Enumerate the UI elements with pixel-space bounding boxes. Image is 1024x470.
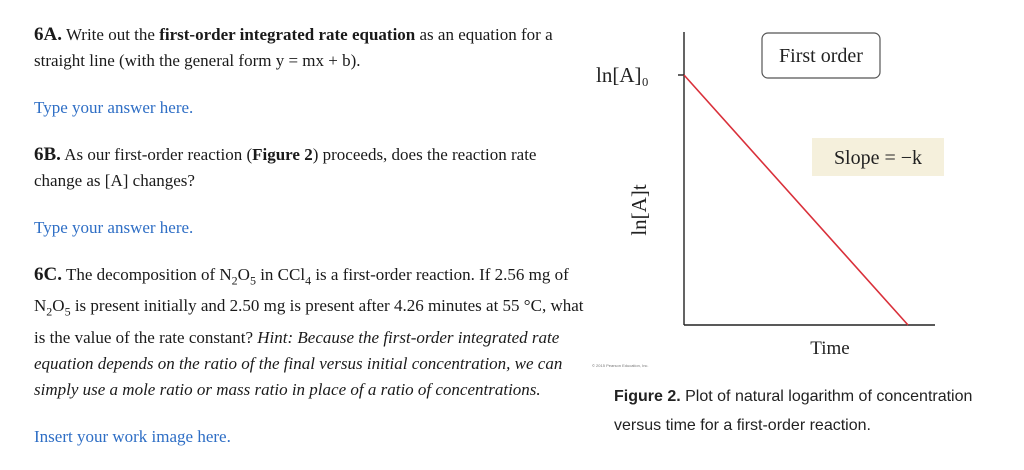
answer-field-6b[interactable]: Type your answer here. bbox=[34, 218, 194, 237]
question-label: 6A. bbox=[34, 24, 62, 45]
question-6b: 6B. As our first-order reaction (Figure … bbox=[34, 142, 584, 194]
subscript: 2 bbox=[46, 304, 53, 319]
question-bold-text: first-order integrated rate equation bbox=[159, 25, 416, 44]
question-6c: 6C. The decomposition of N2O5 in CCl4 is… bbox=[34, 262, 584, 403]
y-intercept-label: ln[A]₀ bbox=[596, 63, 649, 87]
y-axis-label: ln[A]t bbox=[627, 184, 651, 235]
question-text: As our first-order reaction ( bbox=[64, 145, 253, 164]
slope-annotation-box bbox=[812, 138, 944, 176]
figure-credit: © 2015 Pearson Education, Inc. bbox=[592, 363, 649, 368]
subscript: 4 bbox=[305, 273, 312, 288]
question-label: 6C. bbox=[34, 264, 62, 285]
figure-caption: Figure 2. Plot of natural logarithm of c… bbox=[614, 382, 994, 440]
question-text: as an equation for a straight line (with… bbox=[34, 25, 553, 70]
question-6a: 6A. Write out the first-order integrated… bbox=[34, 22, 584, 74]
x-axis-label: Time bbox=[810, 338, 849, 359]
question-text: Write out the bbox=[65, 25, 155, 44]
figure-2-chart: ln[A]₀ ln[A]t Time First order Slope = −… bbox=[592, 32, 944, 368]
question-text: is present initially and 2.50 mg is pres… bbox=[34, 296, 584, 347]
question-text: O bbox=[237, 265, 250, 284]
question-text: is a first-order reaction. If 2.56 mg of… bbox=[34, 265, 569, 316]
hint-text: Hint: Because the first-order integrated… bbox=[34, 327, 563, 399]
answer-field-6a[interactable]: Type your answer here. bbox=[34, 98, 194, 117]
caption-text: Plot of natural logarithm of concentrati… bbox=[614, 388, 973, 434]
question-text: in CCl bbox=[255, 265, 306, 284]
subscript: 5 bbox=[64, 304, 71, 319]
legend-box bbox=[761, 32, 881, 79]
question-label: 6B. bbox=[34, 144, 61, 165]
question-text: The decomposition of N bbox=[65, 265, 232, 284]
caption-label: Figure 2. bbox=[614, 388, 681, 405]
question-bold-text: Figure 2 bbox=[252, 145, 313, 164]
subscript: 2 bbox=[231, 273, 238, 288]
image-upload-field-6c[interactable]: Insert your work image here. bbox=[34, 426, 231, 446]
slope-annotation: Slope = −k bbox=[834, 147, 922, 169]
question-text: O bbox=[52, 296, 65, 316]
subscript: 5 bbox=[249, 273, 256, 288]
question-panel: 6A. Write out the first-order integrated… bbox=[34, 22, 584, 449]
series-line bbox=[683, 74, 909, 326]
legend-label: First order bbox=[779, 45, 863, 67]
question-text: ) proceeds, does the reaction rate chang… bbox=[34, 145, 537, 190]
